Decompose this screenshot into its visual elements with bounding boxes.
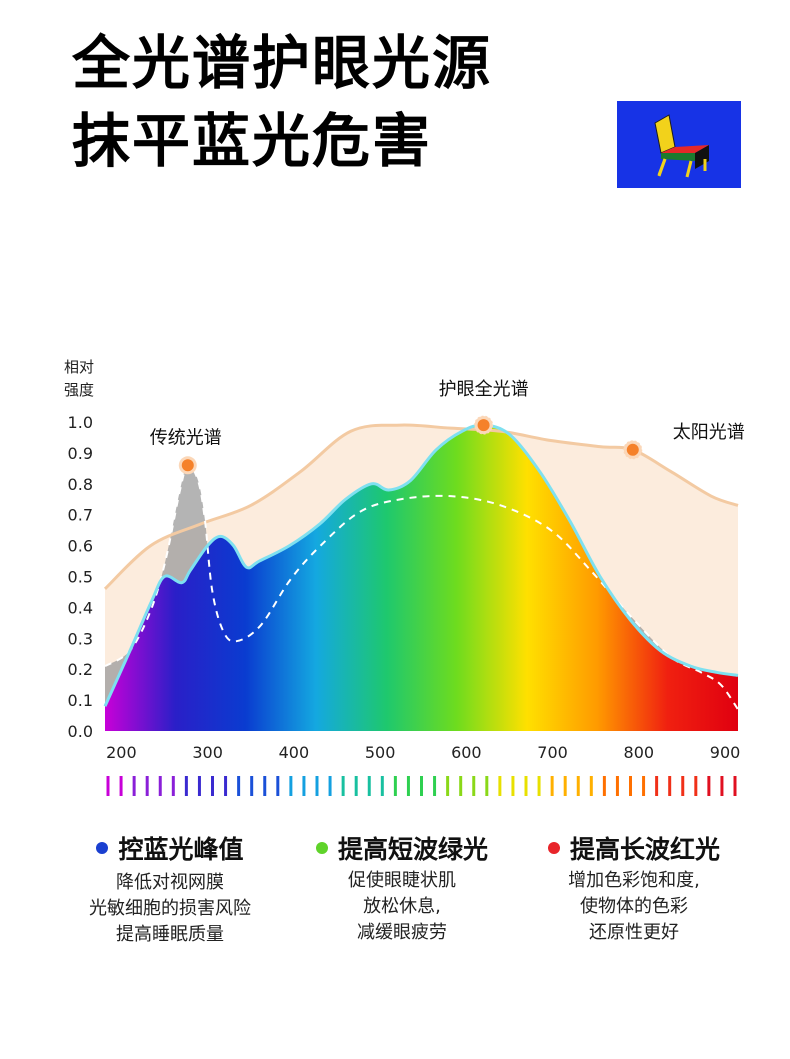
chart: 0.0 0.1 0.2 0.3 0.4 0.5 0.6 0.7 0.8 0.9 1.0 200 300 4… bbox=[68, 379, 745, 796]
series-label: 护眼全光谱 bbox=[439, 379, 529, 400]
x-tick-label: 300 bbox=[192, 743, 223, 762]
y-tick-label: 0.6 bbox=[68, 537, 93, 556]
feature-text: 还原性更好 bbox=[589, 922, 679, 943]
title-line: 抹平蓝光危害 bbox=[72, 107, 433, 175]
feature-text: 降低对视网膜 bbox=[116, 872, 224, 893]
feature-heading: 提高长波红光 bbox=[504, 828, 764, 868]
feature-title: 控蓝光峰值 bbox=[118, 835, 244, 864]
feature-text: 放松休息, bbox=[363, 896, 441, 917]
x-tick-label: 500 bbox=[365, 743, 396, 762]
marker bbox=[181, 459, 194, 472]
y-tick-label: 0.1 bbox=[68, 691, 93, 710]
feature-heading: 控蓝光峰值 bbox=[40, 828, 300, 868]
y-tick-label: 0.5 bbox=[68, 568, 93, 587]
y-tick-label: 0.2 bbox=[68, 660, 93, 679]
y-axis-title: 相对强度 bbox=[64, 358, 95, 399]
feature-text: 增加色彩饱和度, bbox=[568, 870, 700, 891]
x-tick-label: 600 bbox=[451, 743, 482, 762]
y-tick-label: 0.4 bbox=[68, 598, 93, 617]
marker bbox=[626, 443, 639, 456]
feature: 提高短波绿光促使眼睫状肌 放松休息, 减缓眼疲劳 bbox=[272, 828, 532, 946]
line bbox=[103, 423, 739, 707]
feature: 控蓝光峰值降低对视网膜光敏细胞的损害风险 提高睡眠质量 bbox=[40, 828, 300, 948]
line bbox=[104, 464, 739, 710]
feature-text: 使物体的色彩 bbox=[580, 896, 688, 917]
chair-icon bbox=[617, 101, 741, 188]
feature-dot bbox=[96, 842, 109, 854]
feature-title: 提高长波红光 bbox=[569, 835, 720, 864]
area bbox=[105, 425, 738, 731]
title-line: 全光谱护眼光源 bbox=[72, 29, 493, 97]
feature-text: 光敏细胞的损害风险 bbox=[89, 898, 251, 919]
feature-text: 减缓眼疲劳 bbox=[357, 922, 447, 943]
x-tick-label: 900 bbox=[710, 743, 741, 762]
feature-text: 促使眼睫状肌 bbox=[348, 870, 456, 891]
feature-dot bbox=[547, 842, 560, 854]
y-tick-label: 0.0 bbox=[68, 722, 93, 741]
series-label: 太阳光谱 bbox=[673, 422, 745, 443]
feature-heading: 提高短波绿光 bbox=[272, 828, 532, 868]
feature-text: 提高睡眠质量 bbox=[116, 924, 224, 945]
marker bbox=[477, 419, 490, 432]
y-tick-label: 0.7 bbox=[68, 506, 93, 525]
x-tick-label: 400 bbox=[279, 743, 310, 762]
x-tick-label: 200 bbox=[106, 743, 137, 762]
y-tick-label: 0.9 bbox=[68, 444, 93, 463]
series-label: 传统光谱 bbox=[150, 427, 222, 448]
feature-title: 提高短波绿光 bbox=[337, 835, 488, 864]
x-tick-label: 700 bbox=[537, 743, 568, 762]
x-tick-label: 800 bbox=[624, 743, 655, 762]
feature: 提高长波红光增加色彩饱和度, 使物体的色彩 还原性更好 bbox=[504, 828, 764, 946]
line bbox=[103, 423, 739, 590]
y-tick-label: 1.0 bbox=[68, 413, 93, 432]
y-tick-label: 0.3 bbox=[68, 629, 93, 648]
y-tick-label: 0.8 bbox=[68, 475, 93, 494]
feature-dot bbox=[315, 842, 328, 854]
